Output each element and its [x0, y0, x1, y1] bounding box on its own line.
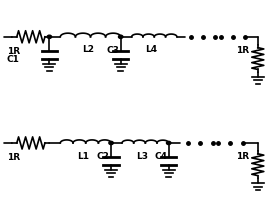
Circle shape [119, 36, 123, 39]
Text: L1: L1 [77, 151, 89, 160]
Text: C4: C4 [154, 151, 167, 160]
Text: C3: C3 [106, 46, 119, 55]
Text: 1R: 1R [7, 152, 20, 161]
Text: C2: C2 [97, 151, 110, 160]
Text: 1R: 1R [236, 46, 249, 55]
Circle shape [109, 142, 113, 145]
Text: 1R: 1R [236, 151, 249, 160]
Text: L4: L4 [145, 45, 158, 54]
Circle shape [47, 36, 52, 39]
Text: L3: L3 [137, 151, 149, 160]
Text: L2: L2 [82, 45, 94, 54]
Text: 1R: 1R [7, 47, 20, 56]
Text: C1: C1 [7, 55, 20, 64]
Circle shape [166, 142, 171, 145]
